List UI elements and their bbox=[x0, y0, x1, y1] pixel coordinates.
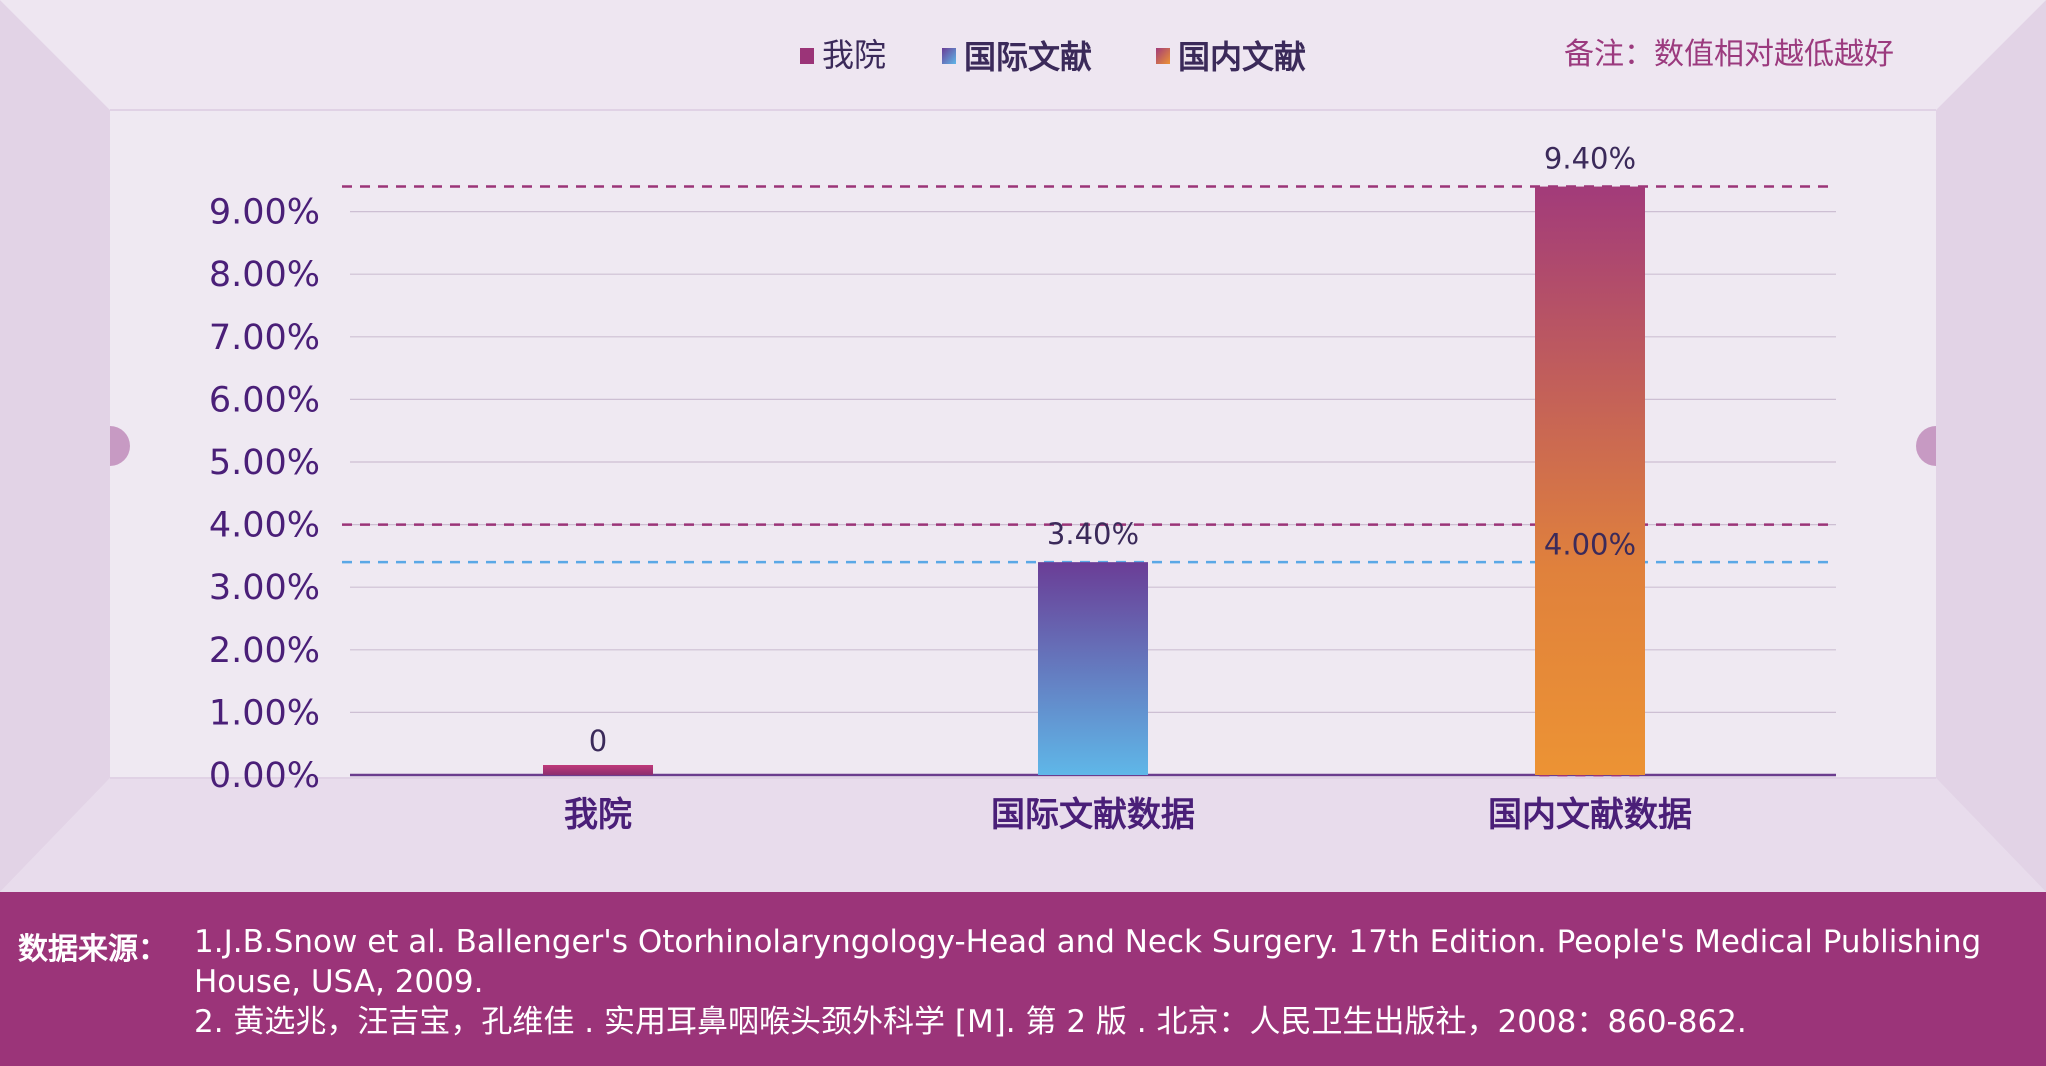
y-tick-label: 9.00% bbox=[209, 193, 320, 233]
legend-label-1: 国际文献 bbox=[964, 38, 1092, 76]
note-text: 备注：数值相对越低越好 bbox=[1564, 37, 1894, 72]
legend-label-2: 国内文献 bbox=[1178, 38, 1306, 76]
labels: 0.00% 1.00% 2.00% 3.00% 4.00% 5.00% 6.00% 7.00%… bbox=[209, 142, 1692, 835]
x-category-label-2: 国内文献数据 bbox=[1488, 795, 1692, 835]
legend-label-0: 我院 bbox=[822, 36, 886, 74]
bar-0 bbox=[543, 765, 653, 775]
source-footer: 数据来源： 1.J.B.Snow et al. Ballenger's Otor… bbox=[0, 892, 2046, 1066]
y-tick-label: 8.00% bbox=[209, 255, 320, 295]
legend-item-0: 我院 bbox=[800, 36, 886, 74]
reference-value-label: 4.00% bbox=[1544, 528, 1636, 562]
bars bbox=[543, 186, 1645, 775]
y-tick-label: 5.00% bbox=[209, 443, 320, 483]
y-tick-label: 6.00% bbox=[209, 380, 320, 420]
y-tick-label: 3.00% bbox=[209, 568, 320, 608]
legend-swatch-2 bbox=[1156, 48, 1170, 64]
x-category-label-0: 我院 bbox=[564, 795, 632, 835]
y-tick-label: 2.00% bbox=[209, 631, 320, 671]
legend-item-2: 国内文献 bbox=[1156, 38, 1306, 76]
bar-2 bbox=[1535, 186, 1645, 775]
source-title: 数据来源： bbox=[18, 932, 168, 967]
legend-item-1: 国际文献 bbox=[942, 38, 1092, 76]
legend-swatch-1 bbox=[942, 48, 956, 64]
source-body: 1.J.B.Snow et al. Ballenger's Otorhinola… bbox=[194, 922, 2024, 1042]
legend-swatch-0 bbox=[800, 48, 814, 64]
value-label-1: 3.40% bbox=[1047, 517, 1139, 551]
y-tick-label: 7.00% bbox=[209, 318, 320, 358]
source-line-2: 2. 黄选兆，汪吉宝，孔维佳 . 实用耳鼻咽喉头颈外科学 [M]. 第 2 版 … bbox=[194, 1004, 1747, 1040]
y-tick-label: 0.00% bbox=[209, 756, 320, 796]
legend: 我院 国际文献 国内文献 bbox=[800, 36, 1306, 76]
value-label-2: 9.40% bbox=[1544, 142, 1636, 176]
value-label-0: 0 bbox=[589, 724, 607, 758]
source-line-1: 1.J.B.Snow et al. Ballenger's Otorhinola… bbox=[194, 924, 1982, 1000]
chart: 我院 国际文献 国内文献 备注：数值相对越低越好 0.00% 1.00% 2.00%… bbox=[0, 0, 2046, 892]
bar-1 bbox=[1038, 562, 1148, 775]
y-tick-label: 4.00% bbox=[209, 506, 320, 546]
x-category-label-1: 国际文献数据 bbox=[991, 795, 1195, 835]
y-tick-label: 1.00% bbox=[209, 693, 320, 733]
